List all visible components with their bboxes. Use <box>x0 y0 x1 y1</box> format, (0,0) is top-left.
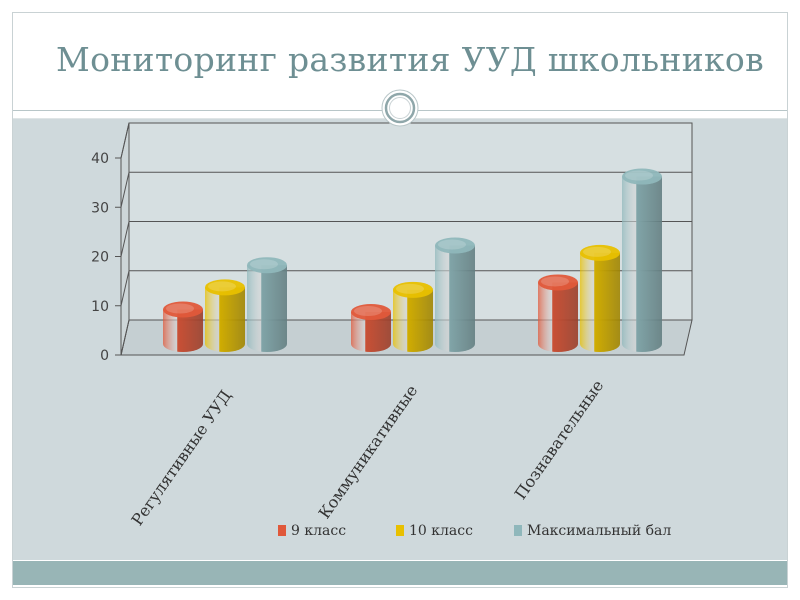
y-tick-label: 30 <box>91 200 109 216</box>
category-label: Коммуникативные <box>315 381 422 522</box>
gridline-side <box>120 270 130 306</box>
bar-1-1 <box>163 301 203 352</box>
x-axis-labels: Регулятивные УУД Коммуникативные Познавате… <box>127 376 607 529</box>
y-tick-label: 10 <box>91 299 109 315</box>
bar-2-1 <box>205 279 245 352</box>
bar-3-1 <box>247 257 287 352</box>
legend-item: 9 класс <box>278 523 346 539</box>
bottom-band <box>13 561 787 585</box>
bars-group <box>163 168 662 352</box>
bar-1-3 <box>538 274 578 352</box>
legend-swatch <box>278 525 286 536</box>
legend-label: 10 класс <box>409 523 473 539</box>
bar-3-3 <box>622 168 662 352</box>
gridline-side <box>120 319 130 356</box>
bar-2-2 <box>393 281 433 352</box>
gridline-side <box>120 221 130 257</box>
y-tick-label: 0 <box>100 348 109 364</box>
legend-item: 10 класс <box>396 523 473 539</box>
circle-ornament-icon <box>381 89 419 127</box>
bar-1-2 <box>351 303 391 352</box>
gridline-side <box>120 122 130 159</box>
slide-frame <box>12 12 788 588</box>
bar-3-2 <box>435 237 475 352</box>
y-tick-label: 40 <box>91 151 109 167</box>
gridline-side <box>120 172 130 208</box>
legend-swatch <box>396 525 404 536</box>
page-title: Мониторинг развития УУД школьников <box>56 40 764 79</box>
y-tick-label: 20 <box>91 250 109 266</box>
legend: 9 класс 10 класс Максимальный бал <box>278 523 671 539</box>
category-label: Познавательные <box>511 376 608 503</box>
legend-swatch <box>514 525 522 536</box>
legend-label: Максимальный бал <box>527 523 671 539</box>
bar-2-3 <box>580 244 620 352</box>
category-label: Регулятивные УУД <box>127 386 235 529</box>
legend-item: Максимальный бал <box>514 523 671 539</box>
legend-label: 9 класс <box>291 523 346 539</box>
